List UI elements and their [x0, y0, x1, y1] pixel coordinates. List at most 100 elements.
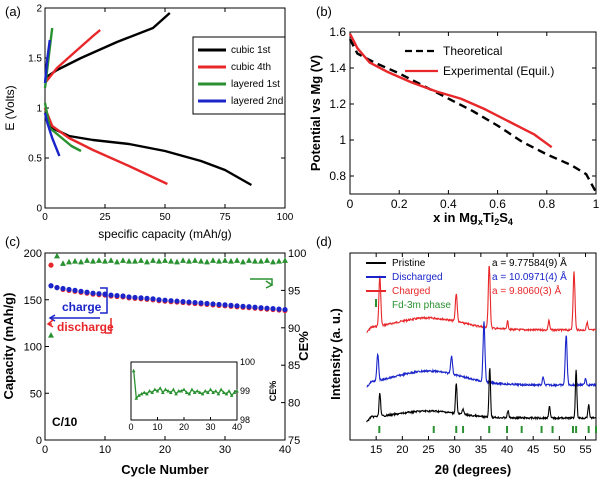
panel-c-charge-point: [90, 290, 96, 296]
panel-c-series: [48, 252, 288, 338]
panel-c-charge-point: [168, 298, 174, 304]
inset-ce-point: [153, 387, 157, 392]
discharge-label: discharge: [57, 320, 114, 334]
inset-ce-point: [219, 387, 223, 392]
inset-ce-point: [161, 390, 165, 394]
inset-ce-point: [179, 389, 184, 393]
panel-b-xlabel: x in MgxTi2S4: [433, 210, 513, 227]
inset-xtick-label: 0: [128, 422, 133, 432]
legend-a-layered2-name: layered 2nd: [231, 96, 283, 107]
panel-d-xtick-label: 40: [501, 444, 513, 456]
inset-ytick-label: 98: [240, 415, 250, 425]
legend-a-layered1: layered 1st: [231, 79, 280, 90]
panel-b-xlabel-sub-x: x: [478, 217, 483, 227]
inset-ytick-label: 100: [240, 357, 255, 367]
panel-d-xtick-label: 15: [370, 444, 382, 456]
panel-d-pattern-pristine: [366, 368, 597, 423]
panel-d-ylabel: Intensity (a. u.): [328, 308, 343, 400]
lattice-pristine: a = 9.77584(9) Å: [492, 256, 567, 269]
panel-c-ce-point: [114, 258, 120, 265]
panel-c-ce-point: [72, 258, 78, 264]
panel-c-ytick-right-label: 100: [288, 248, 306, 260]
panel-a-series-3-seg-0: [43, 112, 61, 157]
panel-c-charge-point: [174, 298, 180, 304]
panel-c-ytick-right-label: 90: [288, 323, 300, 335]
panel-c-ce-point: [222, 257, 228, 263]
panel-c-ce-point: [264, 257, 270, 263]
panel-c-ce-point: [234, 257, 240, 263]
legend-b-experimental: Experimental (Equil.): [443, 64, 554, 78]
panel-c-ce-point: [282, 257, 288, 263]
panel-c-charge-point: [192, 299, 198, 306]
inset-ce-point: [224, 391, 229, 396]
inset-ce-point: [232, 390, 237, 394]
panel-c-xtick-label: 20: [159, 444, 171, 456]
panel-b-frame: [349, 31, 597, 195]
panel-c-ce-point: [240, 258, 246, 265]
panel-c-ce-point: [66, 258, 72, 265]
panel-c-charge-point: [132, 294, 138, 301]
panel-c-ce-point: [258, 258, 264, 264]
panel-c-charge-point: [246, 304, 252, 310]
panel-c-xtick-label: 10: [99, 444, 111, 456]
panel-a-series-3-seg-1: [43, 39, 51, 84]
legend-d-fd3m: Fd-3m phase: [392, 300, 451, 311]
inset-ce-point: [235, 389, 239, 393]
panel-c-ce-point: [78, 258, 84, 265]
panel-b-ytick-label: 1.6: [329, 25, 346, 39]
inset-ce-point: [190, 387, 194, 392]
panel-c-ce-point: [204, 258, 210, 265]
panel-c-charge-point: [60, 285, 66, 292]
panel-c-ce-point: [210, 257, 216, 263]
panel-a-legend: cubic 1st cubic 4th layered 1st layered …: [192, 36, 286, 115]
panel-b-xlabel-sub-4: 4: [508, 217, 513, 227]
panel-a: (a) 0 25 50 75 100 0 0.5 1 1.5 2 specific capacit…: [3, 4, 294, 242]
panel-d-xtick-label: 50: [553, 444, 565, 456]
panel-d-frame: [349, 252, 597, 441]
panel-b-xtick-label: 0.8: [538, 197, 555, 211]
panel-c-label: (c): [5, 234, 20, 249]
legend-b-theoretical: Theoretical: [443, 44, 502, 58]
inset-ce-point: [134, 396, 139, 400]
panel-c-ce-point: [150, 257, 156, 263]
panel-c-ytick-label: 200: [24, 248, 42, 260]
panel-d-xtick-label: 30: [449, 444, 461, 456]
panel-c-ce-point: [126, 258, 132, 264]
panel-d-pattern-charged: [366, 265, 597, 334]
inset-ce-point: [229, 393, 234, 397]
panel-c-ce-point: [138, 257, 144, 263]
panel-c-ytick-right-label: 95: [288, 285, 300, 297]
panel-a-series-1-seg-1: [44, 29, 101, 84]
panel-a-xtick-label: 100: [277, 212, 294, 223]
inset-ce-point: [174, 391, 178, 396]
panel-d-xtick-label: 20: [396, 444, 408, 456]
charge-arrow: [100, 287, 108, 314]
panel-b-xtick-label: 0.6: [489, 197, 506, 211]
panel-c-charge-point: [114, 292, 120, 299]
inset-xtick-label: 30: [205, 422, 215, 432]
inset-ce-point: [206, 390, 210, 394]
panel-c-charge-point: [222, 302, 228, 308]
panel-c-charge-point: [186, 299, 192, 305]
panel-c-ce-point: [168, 258, 174, 264]
panel-a-xtick-label: 50: [159, 212, 171, 223]
panel-a-series-1-seg-0: [43, 107, 168, 186]
panel-c-ce-point: [132, 258, 138, 264]
inset-ce-point: [187, 391, 192, 396]
panel-a-xtick-label: 75: [219, 212, 231, 223]
inset-ce-point: [184, 390, 189, 394]
panel-c-charge-point: [72, 287, 78, 293]
inset-xtick-label: 40: [232, 422, 242, 432]
inset-ytick-label: 99: [240, 386, 250, 396]
inset-ce-point: [171, 387, 176, 392]
panel-c-ce-point: [180, 257, 186, 263]
legend-a-layered1-name: layered 1st: [231, 79, 280, 90]
inset-ce-point: [208, 387, 213, 392]
inset-ce-point: [131, 368, 136, 373]
panel-d-xtick-label: 35: [475, 444, 487, 456]
panel-d-label: (d): [316, 234, 332, 249]
inset-ce-point: [137, 393, 141, 397]
panel-a-xlabel: specific capacity (mAh/g): [98, 227, 231, 241]
